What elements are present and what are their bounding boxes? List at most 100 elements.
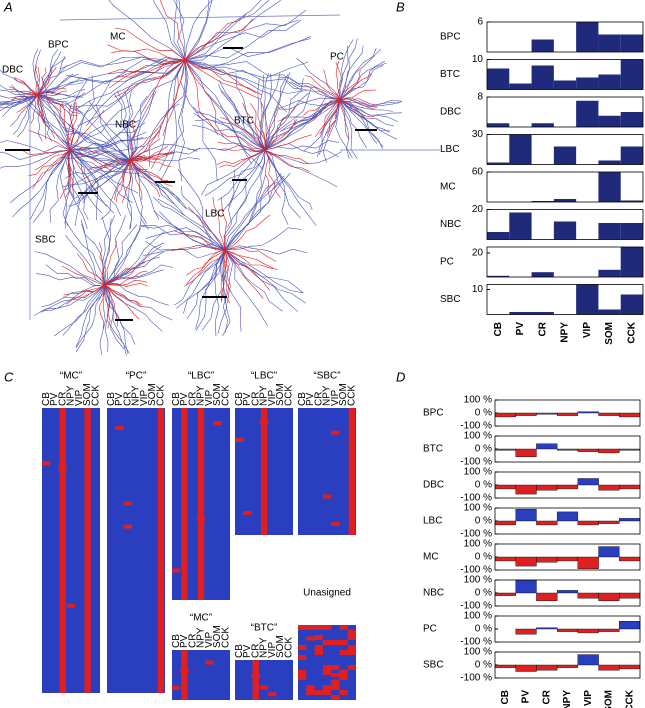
heat-cell bbox=[314, 625, 323, 630]
bar bbox=[577, 448, 599, 452]
neurite bbox=[224, 181, 282, 251]
column-label: CCK bbox=[346, 385, 357, 406]
bar bbox=[531, 312, 554, 315]
bar bbox=[620, 146, 643, 165]
group-title: “PC” bbox=[126, 371, 147, 382]
neurite bbox=[339, 48, 382, 101]
cell-label: DBC bbox=[2, 65, 23, 76]
neurite bbox=[129, 143, 198, 161]
frame bbox=[486, 171, 644, 203]
neurite bbox=[181, 185, 226, 251]
neurite bbox=[296, 58, 341, 101]
bar bbox=[619, 621, 641, 630]
neurite bbox=[173, 230, 226, 251]
bar bbox=[531, 272, 554, 277]
neurite bbox=[32, 149, 71, 223]
cell-label: MC bbox=[110, 32, 126, 43]
neurite bbox=[264, 140, 340, 151]
neurite bbox=[178, 0, 186, 61]
bar bbox=[531, 65, 554, 90]
heat-cell bbox=[115, 425, 124, 430]
chart-name: PC bbox=[423, 624, 437, 635]
neurite bbox=[224, 245, 308, 255]
neurite bbox=[264, 149, 301, 219]
bar bbox=[598, 664, 620, 671]
neurite bbox=[161, 59, 186, 180]
neurite bbox=[144, 240, 226, 251]
neurite bbox=[224, 249, 264, 299]
neurite bbox=[264, 92, 310, 151]
y-tick-label: -100 % bbox=[460, 565, 492, 576]
neurite bbox=[158, 59, 186, 138]
neurite bbox=[14, 77, 39, 96]
bar bbox=[509, 134, 532, 165]
neurite bbox=[339, 99, 349, 140]
neurite bbox=[0, 140, 71, 153]
neurite bbox=[37, 94, 66, 131]
neurite bbox=[193, 112, 266, 151]
column-label: CR bbox=[250, 392, 261, 406]
y-tick-label: 10 bbox=[472, 284, 484, 295]
neurite bbox=[34, 149, 71, 171]
y-tick-label: 0 % bbox=[475, 552, 492, 563]
y-tick-label: 10 bbox=[472, 54, 484, 65]
bar bbox=[536, 484, 558, 491]
y-tick-label: 100 % bbox=[464, 467, 492, 478]
bar bbox=[598, 74, 621, 90]
y-tick-label: 30 bbox=[472, 129, 484, 140]
y-tick-label: 0 % bbox=[475, 588, 492, 599]
bar bbox=[598, 160, 621, 165]
bar bbox=[536, 520, 558, 526]
neurite bbox=[160, 0, 186, 61]
neurite bbox=[339, 99, 350, 159]
heatmap bbox=[107, 408, 165, 693]
neurite bbox=[260, 73, 272, 151]
y-tick-label: 100 % bbox=[464, 575, 492, 586]
neurite bbox=[319, 99, 341, 155]
neurite bbox=[64, 159, 131, 191]
neurite bbox=[10, 149, 71, 204]
neurite bbox=[184, 59, 262, 95]
bar bbox=[620, 59, 643, 90]
x-tick-label: SOM bbox=[604, 322, 615, 345]
bar bbox=[515, 484, 537, 495]
neurite bbox=[69, 149, 133, 203]
bar bbox=[577, 556, 599, 569]
heat-cell bbox=[306, 636, 315, 641]
column-label: SOM bbox=[275, 635, 286, 658]
neurite bbox=[77, 59, 186, 127]
bar bbox=[536, 443, 558, 450]
bar bbox=[515, 509, 537, 522]
heat-cell bbox=[123, 524, 132, 529]
neurite bbox=[184, 0, 282, 61]
heat-cell bbox=[196, 517, 206, 522]
y-tick-label: 0 % bbox=[475, 516, 492, 527]
column-label: NPY bbox=[259, 637, 270, 658]
heat-cell bbox=[331, 695, 340, 700]
neurite bbox=[121, 159, 132, 204]
neurite bbox=[152, 0, 186, 61]
heat-cell bbox=[243, 511, 252, 516]
heat-cell bbox=[213, 421, 222, 426]
neurite bbox=[264, 74, 289, 151]
neurite bbox=[171, 244, 226, 252]
neurite bbox=[116, 90, 133, 161]
neurite bbox=[129, 96, 148, 161]
bar bbox=[619, 412, 641, 418]
neurite bbox=[218, 84, 266, 151]
column-label: VIP bbox=[267, 390, 278, 406]
neurite bbox=[145, 227, 226, 251]
x-tick-label: CCK bbox=[626, 321, 637, 343]
bar bbox=[577, 520, 599, 526]
x-tick-label: CR bbox=[537, 321, 548, 336]
x-tick-label: PV bbox=[521, 690, 532, 704]
neurite bbox=[184, 59, 264, 170]
chart-name: SBC bbox=[423, 660, 444, 671]
neurite bbox=[41, 284, 106, 311]
bar bbox=[598, 172, 621, 202]
column-label: CR bbox=[187, 634, 198, 648]
chart-name: LBC bbox=[440, 144, 459, 155]
heat-cell bbox=[331, 640, 340, 645]
cell-label: PC bbox=[330, 52, 344, 63]
